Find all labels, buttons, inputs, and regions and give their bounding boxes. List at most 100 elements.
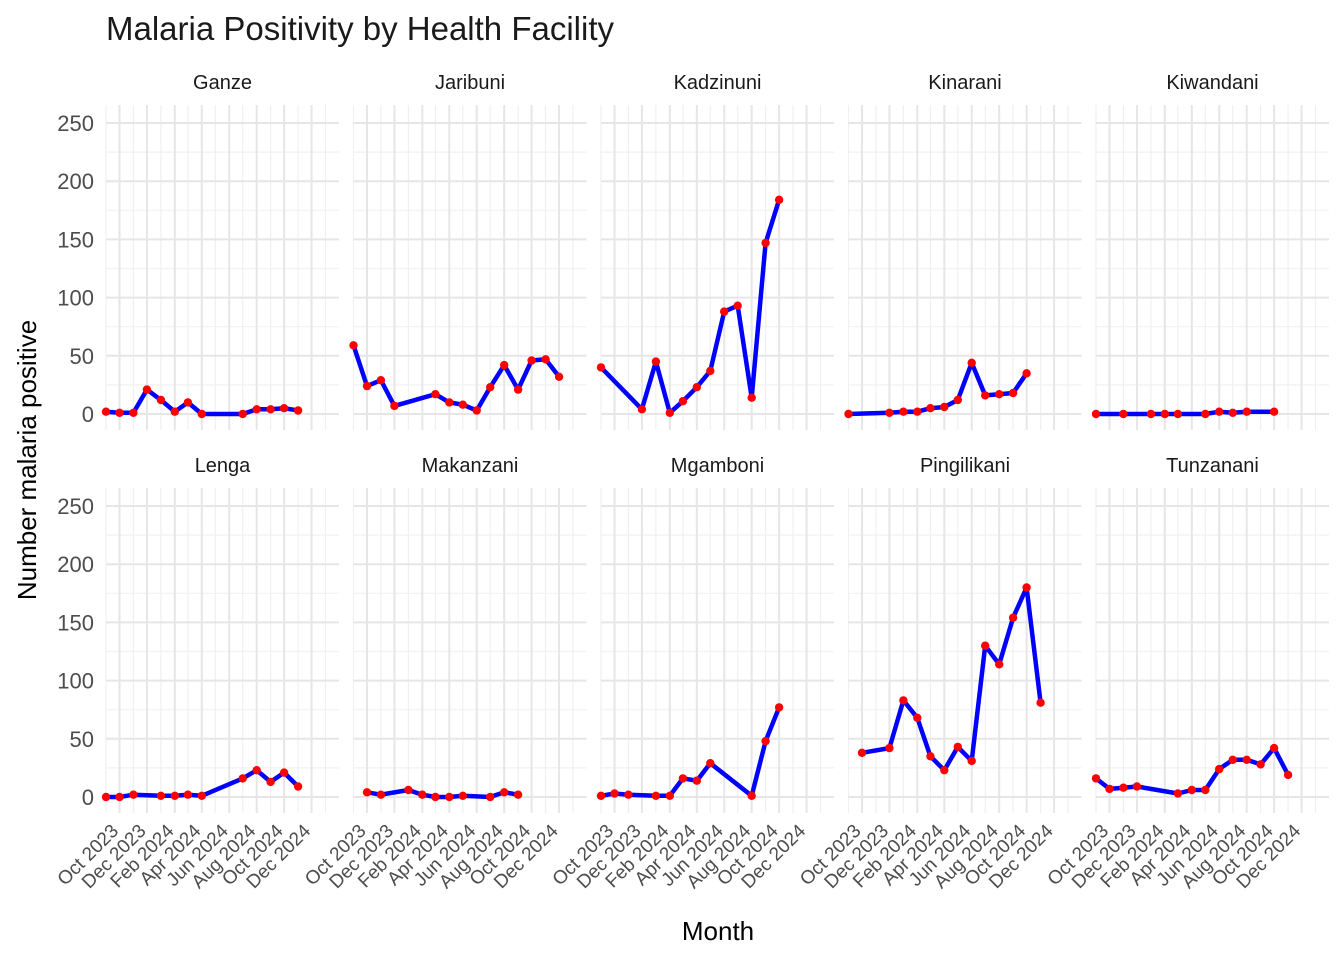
data-point [184,791,192,799]
data-point [431,390,439,398]
data-point [1256,760,1264,768]
data-point [445,793,453,801]
data-point [1229,409,1237,417]
data-point [363,382,371,390]
data-point [184,398,192,406]
data-point [761,239,769,247]
facet-label: Kadzinuni [674,72,762,94]
data-point [706,759,714,767]
facet-panel: Kiwandani [1092,72,1329,430]
data-point [115,793,123,801]
facet-label: Kiwandani [1166,72,1258,94]
data-point [171,792,179,800]
data-point [693,777,701,785]
facet-panel: Pingilikani [849,455,1082,813]
data-point [115,409,123,417]
data-point [266,778,274,786]
data-point [129,791,137,799]
data-point [198,792,206,800]
data-point [527,356,535,364]
facet-label: Ganze [193,72,252,94]
data-point [280,768,288,776]
data-point [143,385,151,393]
facet-panel: Mgamboni [597,455,834,813]
facet-panel: Ganze [102,72,339,430]
data-point [418,791,426,799]
data-point [500,361,508,369]
y-tick-label: 200 [57,169,94,194]
facet-label: Jaribuni [435,72,505,94]
data-point [102,793,110,801]
data-point [597,792,605,800]
data-point [404,786,412,794]
data-point [899,408,907,416]
data-point [968,757,976,765]
data-point [459,401,467,409]
data-point [624,791,632,799]
data-point [638,405,646,413]
data-point [885,744,893,752]
data-point [995,390,1003,398]
y-tick-label: 50 [70,727,94,752]
facet-label: Lenga [195,455,251,477]
data-point [858,749,866,757]
data-point [1201,410,1209,418]
data-point [926,752,934,760]
data-point [720,307,728,315]
series-line [367,790,518,797]
data-point [239,410,247,418]
data-point [1188,786,1196,794]
data-point [377,376,385,384]
data-point [981,391,989,399]
data-point [253,405,261,413]
y-tick-label: 250 [57,494,94,519]
facet-label: Makanzani [422,455,519,477]
y-tick-label: 0 [82,402,94,427]
data-point [514,791,522,799]
data-point [486,793,494,801]
data-point [597,363,605,371]
facet-panel: Tunzanani [1092,455,1329,813]
data-point [1105,785,1113,793]
data-point [1201,786,1209,794]
data-point [253,766,261,774]
data-point [1036,699,1044,707]
data-point [1092,774,1100,782]
data-point [1215,765,1223,773]
data-point [486,383,494,391]
data-point [734,302,742,310]
data-point [1243,408,1251,416]
y-tick-label: 250 [57,111,94,136]
data-point [390,402,398,410]
data-point [926,404,934,412]
y-tick-label: 150 [57,227,94,252]
data-point [761,737,769,745]
y-tick-label: 0 [82,785,94,810]
data-point [913,714,921,722]
x-axis-title: Month [682,916,754,946]
data-point [541,355,549,363]
data-point [995,660,1003,668]
data-point [899,696,907,704]
data-point [473,406,481,414]
data-point [1009,614,1017,622]
data-point [239,774,247,782]
facet-label: Tunzanani [1166,455,1259,477]
data-point [679,397,687,405]
data-point [1119,410,1127,418]
data-point [1147,410,1155,418]
data-point [1284,771,1292,779]
data-point [445,398,453,406]
data-point [1270,744,1278,752]
data-point [748,394,756,402]
data-point [1022,583,1030,591]
data-point [775,703,783,711]
facet-label: Pingilikani [920,455,1010,477]
data-point [431,793,439,801]
data-point [913,408,921,416]
data-point [363,788,371,796]
data-point [706,367,714,375]
facet-panel: Kinarani [844,72,1081,430]
facet-panel: Makanzani [354,455,587,813]
